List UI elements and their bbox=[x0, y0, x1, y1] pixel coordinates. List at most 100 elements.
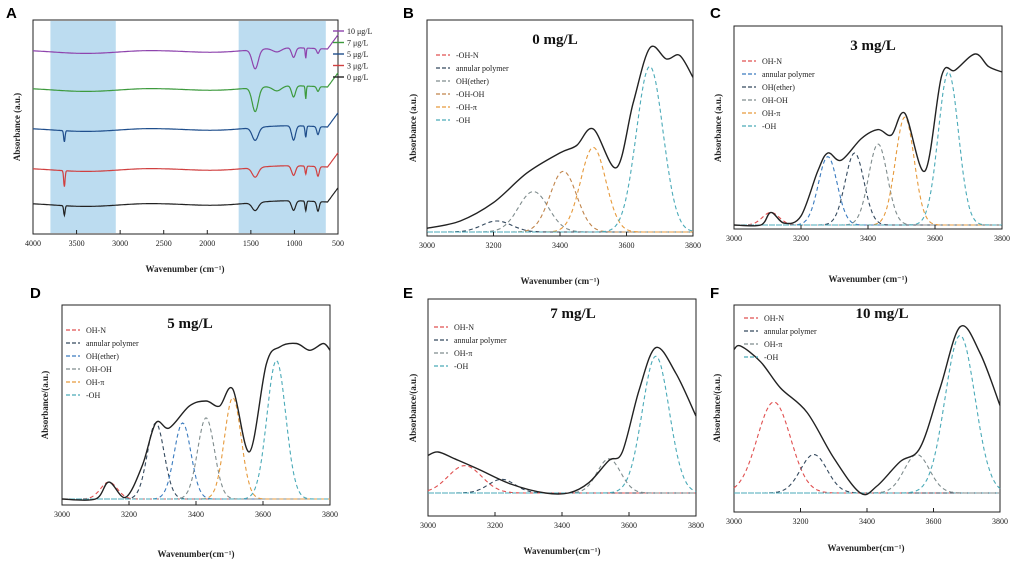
series-line bbox=[33, 72, 339, 113]
component-peak bbox=[62, 422, 330, 500]
legend-entry: OH-π bbox=[762, 109, 780, 118]
legend-entry: -OH bbox=[764, 353, 778, 362]
y-axis-label-f: Absorbance/(a.u.) bbox=[712, 374, 722, 443]
x-tick-label: 3000 bbox=[419, 241, 435, 250]
title-e: 7 mg/L bbox=[550, 306, 595, 322]
panel-b: B 3000 3200 3400 3600 3800 -OH-N annular polym… bbox=[403, 5, 701, 286]
x-tick-label: 3000 bbox=[420, 521, 436, 530]
x-tick-label: 3800 bbox=[685, 241, 701, 250]
series-line bbox=[33, 187, 339, 218]
x-tick-label: 3600 bbox=[619, 241, 635, 250]
plot-frame-d bbox=[61, 304, 331, 506]
envelope-line bbox=[427, 346, 697, 495]
panel-a: A 4000 3500 3000 2500 2000 1500 1000 500 10 μg/… bbox=[6, 5, 373, 274]
envelope-line bbox=[733, 53, 1003, 227]
plot-frame-f bbox=[733, 304, 1001, 513]
legend-entry: OH(ether) bbox=[762, 83, 795, 92]
series-line bbox=[33, 112, 339, 143]
legend-entry: OH-OH bbox=[762, 96, 788, 105]
panel-d: D 3000 3200 3400 3600 3800 OH-N annular polyme… bbox=[30, 285, 338, 559]
series-line bbox=[33, 34, 339, 70]
legend-entry: -OH bbox=[456, 116, 470, 125]
x-tick-label: 3600 bbox=[621, 521, 637, 530]
legend-entry: 7 μg/L bbox=[347, 39, 369, 48]
x-tick-label: 500 bbox=[332, 239, 344, 248]
y-axis-label-c: Absorbance (a.u.) bbox=[713, 94, 723, 162]
title-b: 0 mg/L bbox=[532, 32, 577, 48]
x-axis-label-f: Wavenumber(cm⁻¹) bbox=[828, 543, 905, 553]
legend-entry: -OH bbox=[86, 391, 100, 400]
x-tick-label: 2500 bbox=[156, 239, 172, 248]
x-tick-label: 3000 bbox=[54, 510, 70, 519]
component-peak bbox=[427, 146, 693, 233]
legend-entry: -OH-N bbox=[456, 51, 479, 60]
envelope-line bbox=[733, 324, 1001, 496]
x-tick-label: 3800 bbox=[688, 521, 704, 530]
panel-label-c: C bbox=[710, 5, 721, 22]
panel-label-d: D bbox=[30, 285, 41, 302]
legend-entry: -OH bbox=[454, 362, 468, 371]
shaded-region bbox=[238, 21, 326, 233]
legend-entry: OH(ether) bbox=[456, 77, 489, 86]
component-peak bbox=[734, 453, 1000, 494]
legend-entry: 0 μg/L bbox=[347, 73, 369, 82]
legend-entry: OH(ether) bbox=[86, 352, 119, 361]
x-axis-label-a: Wavenumber (cm⁻¹) bbox=[145, 264, 224, 274]
x-tick-label: 3000 bbox=[726, 517, 742, 526]
component-peak bbox=[427, 465, 696, 494]
component-peak bbox=[734, 71, 1002, 226]
legend-entry: OH-π bbox=[764, 340, 782, 349]
component-peak bbox=[62, 359, 330, 500]
x-tick-label: 3200 bbox=[793, 517, 809, 526]
legend-entry: annular polymer bbox=[762, 70, 815, 79]
panel-label-b: B bbox=[403, 5, 414, 22]
legend-entry: annular polymer bbox=[456, 64, 509, 73]
panel-label-a: A bbox=[6, 5, 17, 22]
title-d: 5 mg/L bbox=[167, 316, 212, 332]
component-peak bbox=[62, 422, 330, 500]
x-tick-label: 3200 bbox=[487, 521, 503, 530]
legend-entry: OH-N bbox=[454, 323, 474, 332]
x-tick-label: 2000 bbox=[199, 239, 215, 248]
legend-entry: annular polymer bbox=[454, 336, 507, 345]
x-axis-label-b: Wavenumber (cm⁻¹) bbox=[520, 276, 599, 286]
legend-entry: 3 μg/L bbox=[347, 62, 369, 71]
legend-entry: OH-π bbox=[454, 349, 472, 358]
x-tick-label: 3800 bbox=[994, 234, 1010, 243]
x-tick-label: 3400 bbox=[860, 234, 876, 243]
panel-f: F 3000 3200 3400 3600 3800 OH-N annular polyme… bbox=[710, 285, 1008, 553]
title-c: 3 mg/L bbox=[850, 38, 895, 54]
x-tick-label: 3600 bbox=[927, 234, 943, 243]
x-tick-label: 3400 bbox=[188, 510, 204, 519]
legend-entry: 5 μg/L bbox=[347, 50, 369, 59]
x-axis-label-c: Wavenumber (cm⁻¹) bbox=[828, 274, 907, 284]
x-tick-label: 3200 bbox=[121, 510, 137, 519]
panel-c: C 3000 3200 3400 3600 3800 OH-N annular polyme… bbox=[710, 5, 1010, 284]
x-tick-label: 3000 bbox=[112, 239, 128, 248]
x-axis-label-e: Wavenumber(cm⁻¹) bbox=[524, 546, 601, 556]
x-tick-label: 3200 bbox=[793, 234, 809, 243]
legend-entry: annular polymer bbox=[764, 327, 817, 336]
component-peak bbox=[428, 355, 697, 494]
x-tick-label: 3800 bbox=[992, 517, 1008, 526]
legend-entry: OH-N bbox=[764, 314, 784, 323]
x-tick-label: 3500 bbox=[69, 239, 85, 248]
component-peak bbox=[733, 401, 1000, 494]
component-peak bbox=[428, 478, 696, 494]
panel-label-f: F bbox=[710, 285, 719, 302]
component-peak bbox=[427, 220, 693, 233]
legend-entry: -OH bbox=[762, 122, 776, 131]
component-peak bbox=[734, 454, 1000, 494]
component-peak bbox=[427, 170, 693, 233]
x-tick-label: 3600 bbox=[255, 510, 271, 519]
x-tick-label: 1500 bbox=[243, 239, 259, 248]
legend-entry: OH-N bbox=[762, 57, 782, 66]
legend-entry: OH-N bbox=[86, 326, 106, 335]
x-tick-label: 3200 bbox=[486, 241, 502, 250]
y-axis-label-e: Absorbance/(a.u.) bbox=[408, 374, 418, 443]
x-tick-label: 3400 bbox=[552, 241, 568, 250]
x-tick-label: 4000 bbox=[25, 239, 41, 248]
panel-label-e: E bbox=[403, 285, 413, 302]
plot-frame-a bbox=[32, 19, 339, 235]
